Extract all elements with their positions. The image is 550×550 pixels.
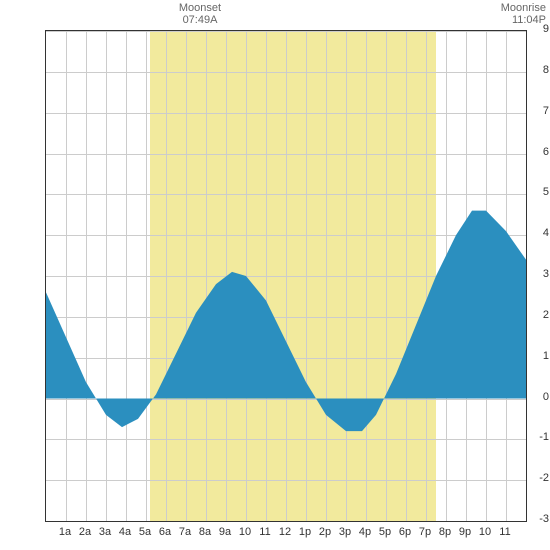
x-tick-label: 6p bbox=[395, 526, 415, 538]
x-tick-label: 1p bbox=[295, 526, 315, 538]
x-tick-label: 5a bbox=[135, 526, 155, 538]
x-tick-label: 2a bbox=[75, 526, 95, 538]
y-tick-label: 6 bbox=[529, 146, 549, 158]
y-tick-label: 7 bbox=[529, 105, 549, 117]
plot-area bbox=[45, 30, 527, 522]
y-tick-label: -3 bbox=[529, 513, 549, 525]
y-tick-label: 4 bbox=[529, 227, 549, 239]
x-tick-label: 4p bbox=[355, 526, 375, 538]
y-tick-label: 2 bbox=[529, 309, 549, 321]
y-tick-label: 8 bbox=[529, 64, 549, 76]
moonset-title: Moonset bbox=[165, 2, 235, 14]
y-tick-label: 5 bbox=[529, 186, 549, 198]
y-tick-label: 9 bbox=[529, 23, 549, 35]
x-tick-label: 6a bbox=[155, 526, 175, 538]
x-tick-label: 1a bbox=[55, 526, 75, 538]
x-tick-label: 11 bbox=[495, 526, 515, 538]
moonset-time: 07:49A bbox=[165, 14, 235, 26]
y-tick-label: -2 bbox=[529, 472, 549, 484]
x-tick-label: 5p bbox=[375, 526, 395, 538]
x-tick-label: 4a bbox=[115, 526, 135, 538]
tide-area bbox=[46, 31, 526, 521]
x-tick-label: 7a bbox=[175, 526, 195, 538]
x-tick-label: 10 bbox=[475, 526, 495, 538]
x-tick-label: 3p bbox=[335, 526, 355, 538]
y-tick-label: 1 bbox=[529, 350, 549, 362]
y-tick-label: -1 bbox=[529, 431, 549, 443]
x-tick-label: 10 bbox=[235, 526, 255, 538]
tide-chart: Moonset 07:49A Moonrise 11:04P 1a2a3a4a5… bbox=[0, 0, 550, 550]
x-tick-label: 9a bbox=[215, 526, 235, 538]
x-tick-label: 2p bbox=[315, 526, 335, 538]
x-tick-label: 3a bbox=[95, 526, 115, 538]
gridline-h bbox=[46, 521, 526, 522]
x-tick-label: 7p bbox=[415, 526, 435, 538]
x-tick-label: 12 bbox=[275, 526, 295, 538]
x-tick-label: 11 bbox=[255, 526, 275, 538]
moonrise-title: Moonrise bbox=[486, 2, 546, 14]
moonset-label: Moonset 07:49A bbox=[165, 2, 235, 26]
x-tick-label: 9p bbox=[455, 526, 475, 538]
y-tick-label: 3 bbox=[529, 268, 549, 280]
x-tick-label: 8a bbox=[195, 526, 215, 538]
x-tick-label: 8p bbox=[435, 526, 455, 538]
y-tick-label: 0 bbox=[529, 391, 549, 403]
